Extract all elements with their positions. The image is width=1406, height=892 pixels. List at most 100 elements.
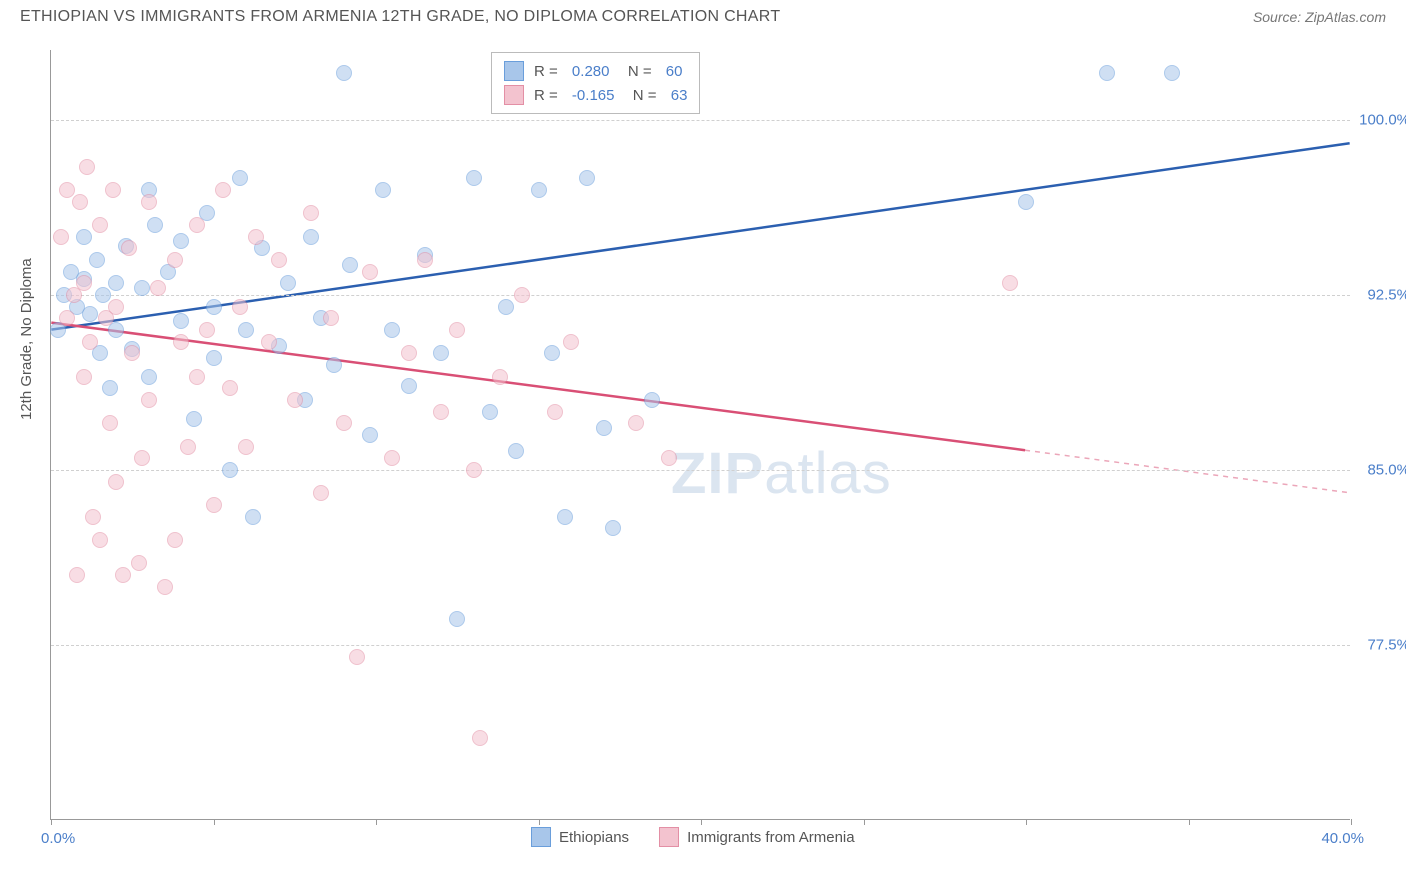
data-point [157,579,173,595]
legend-series-label: Immigrants from Armenia [687,829,855,846]
chart-header: ETHIOPIAN VS IMMIGRANTS FROM ARMENIA 12T… [0,0,1406,32]
x-tick [864,819,865,825]
legend-swatch [504,85,524,105]
data-point [362,427,378,443]
data-point [449,611,465,627]
data-point [76,275,92,291]
legend-series-label: Ethiopians [559,829,629,846]
data-point [238,322,254,338]
data-point [232,170,248,186]
data-point [375,182,391,198]
data-point [102,380,118,396]
data-point [108,474,124,490]
data-point [147,217,163,233]
data-point [1164,65,1180,81]
data-point [95,287,111,303]
legend-swatch [659,827,679,847]
data-point [134,450,150,466]
data-point [472,730,488,746]
y-tick-label: 92.5% [1367,287,1406,304]
chart-title: ETHIOPIAN VS IMMIGRANTS FROM ARMENIA 12T… [20,8,780,26]
x-tick [1026,819,1027,825]
data-point [222,462,238,478]
data-point [433,404,449,420]
data-point [59,182,75,198]
data-point [206,299,222,315]
legend-n-value: 63 [667,87,688,104]
y-tick-label: 77.5% [1367,637,1406,654]
data-point [173,313,189,329]
legend-n-value: 60 [662,63,683,80]
x-tick [1189,819,1190,825]
data-point [508,443,524,459]
data-point [167,532,183,548]
data-point [544,345,560,361]
legend-swatch [531,827,551,847]
watermark: ZIPatlas [671,440,892,507]
x-tick [376,819,377,825]
data-point [215,182,231,198]
data-point [287,392,303,408]
data-point [186,411,202,427]
data-point [417,252,433,268]
gridline [51,470,1350,471]
data-point [102,415,118,431]
gridline [51,295,1350,296]
data-point [547,404,563,420]
y-tick-label: 100.0% [1359,112,1406,129]
y-tick-label: 85.0% [1367,462,1406,479]
data-point [82,334,98,350]
x-tick [214,819,215,825]
data-point [59,310,75,326]
data-point [189,369,205,385]
data-point [498,299,514,315]
data-point [167,252,183,268]
data-point [232,299,248,315]
legend-r-value: -0.165 [568,87,615,104]
x-tick [539,819,540,825]
data-point [531,182,547,198]
data-point [150,280,166,296]
data-point [482,404,498,420]
data-point [206,497,222,513]
x-axis-max-label: 40.0% [1321,830,1364,847]
data-point [303,205,319,221]
data-point [115,567,131,583]
data-point [72,194,88,210]
data-point [141,392,157,408]
x-tick [701,819,702,825]
chart-source: Source: ZipAtlas.com [1253,9,1386,25]
correlation-legend: R = 0.280 N = 60 R = -0.165 N = 63 [491,52,700,114]
data-point [82,306,98,322]
data-point [628,415,644,431]
data-point [349,649,365,665]
data-point [605,520,621,536]
data-point [384,322,400,338]
data-point [180,439,196,455]
data-point [79,159,95,175]
data-point [131,555,147,571]
data-point [449,322,465,338]
legend-swatch [504,61,524,81]
data-point [89,252,105,268]
data-point [433,345,449,361]
data-point [336,65,352,81]
data-point [342,257,358,273]
data-point [108,299,124,315]
data-point [261,334,277,350]
data-point [323,310,339,326]
data-point [189,217,205,233]
data-point [280,275,296,291]
data-point [492,369,508,385]
legend-r-value: 0.280 [568,63,610,80]
data-point [173,233,189,249]
data-point [134,280,150,296]
data-point [222,380,238,396]
legend-row: R = -0.165 N = 63 [504,83,687,107]
data-point [326,357,342,373]
data-point [271,252,287,268]
data-point [173,334,189,350]
data-point [336,415,352,431]
x-axis-min-label: 0.0% [41,830,75,847]
data-point [238,439,254,455]
